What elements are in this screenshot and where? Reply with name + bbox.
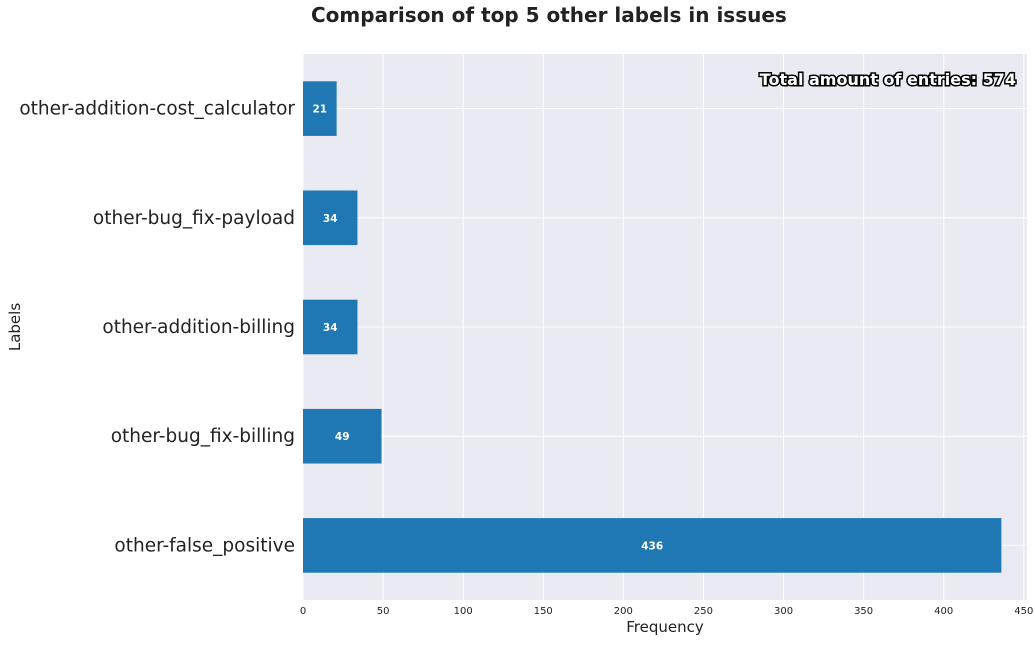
x-tick-label: 200 bbox=[614, 606, 633, 617]
y-tick-label: other-addition-cost_calculator bbox=[19, 99, 295, 120]
x-axis-title: Frequency bbox=[626, 618, 704, 636]
bar-value-label: 21 bbox=[313, 104, 328, 116]
y-tick-labels: other-addition-cost_calculator other-bug_… bbox=[19, 99, 295, 557]
x-tick-labels: 0 50 100 150 200 250 300 350 400 450 bbox=[300, 606, 1034, 617]
bar bbox=[303, 81, 337, 136]
bar-value-label: 34 bbox=[323, 213, 338, 225]
y-tick-label: other-false_positive bbox=[114, 535, 295, 556]
x-tick-label: 250 bbox=[694, 606, 713, 617]
x-tick-label: 350 bbox=[854, 606, 873, 617]
bar-value-label: 34 bbox=[323, 322, 338, 334]
y-tick-label: other-bug_fix-billing bbox=[111, 426, 295, 447]
total-entries-annotation: Total amount of entries: 574 bbox=[760, 70, 1016, 89]
y-axis-title: Labels bbox=[6, 303, 24, 351]
bar-value-label: 49 bbox=[335, 431, 350, 443]
x-tick-label: 400 bbox=[934, 606, 953, 617]
bar bbox=[303, 408, 382, 464]
bar bbox=[303, 299, 358, 355]
x-tick-label: 300 bbox=[774, 606, 793, 617]
x-tick-label: 0 bbox=[300, 606, 306, 617]
y-tick-label: other-addition-billing bbox=[102, 317, 295, 338]
chart-title: Comparison of top 5 other labels in issu… bbox=[311, 3, 787, 27]
x-tick-label: 150 bbox=[534, 606, 553, 617]
bar-value-label: 436 bbox=[641, 540, 663, 552]
x-tick-label: 450 bbox=[1014, 606, 1033, 617]
bars: 21 34 34 49 436 bbox=[303, 81, 1002, 573]
bar bbox=[303, 518, 1002, 573]
bar bbox=[303, 190, 358, 246]
x-tick-label: 100 bbox=[454, 606, 473, 617]
x-tick-label: 50 bbox=[377, 606, 390, 617]
y-tick-label: other-bug_fix-payload bbox=[93, 208, 295, 229]
